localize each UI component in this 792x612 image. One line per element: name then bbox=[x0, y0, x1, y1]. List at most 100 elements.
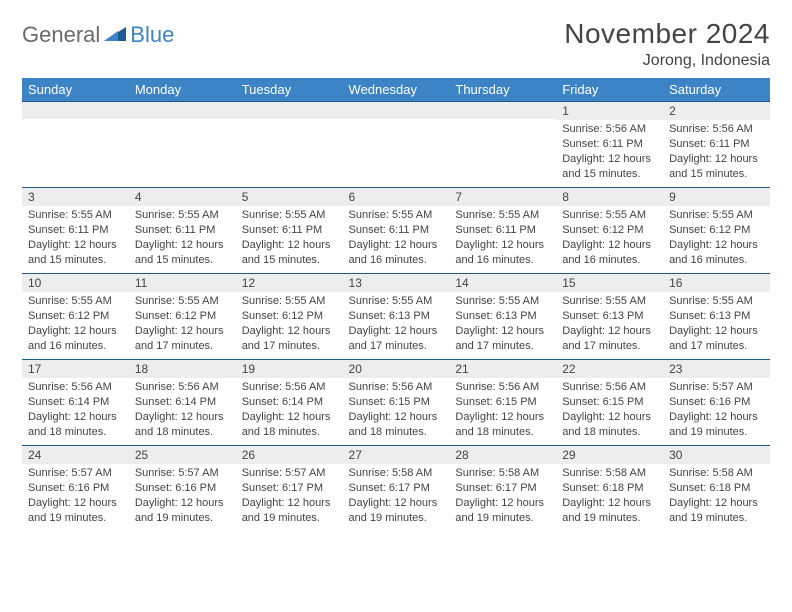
calendar-day-cell: 2Sunrise: 5:56 AMSunset: 6:11 PMDaylight… bbox=[663, 102, 770, 188]
calendar-day-cell: 19Sunrise: 5:56 AMSunset: 6:14 PMDayligh… bbox=[236, 360, 343, 446]
day-number: 5 bbox=[236, 188, 343, 206]
sunrise-text: Sunrise: 5:55 AM bbox=[135, 208, 230, 223]
day-details: Sunrise: 5:55 AMSunset: 6:11 PMDaylight:… bbox=[449, 206, 556, 271]
day-number: 3 bbox=[22, 188, 129, 206]
day-details: Sunrise: 5:57 AMSunset: 6:16 PMDaylight:… bbox=[663, 378, 770, 443]
day-number: 10 bbox=[22, 274, 129, 292]
day-number bbox=[22, 102, 129, 119]
calendar-day-cell: 16Sunrise: 5:55 AMSunset: 6:13 PMDayligh… bbox=[663, 274, 770, 360]
sunset-text: Sunset: 6:15 PM bbox=[349, 395, 444, 410]
sunset-text: Sunset: 6:13 PM bbox=[562, 309, 657, 324]
sunrise-text: Sunrise: 5:58 AM bbox=[669, 466, 764, 481]
weekday-header: Wednesday bbox=[343, 78, 450, 102]
sunrise-text: Sunrise: 5:57 AM bbox=[242, 466, 337, 481]
calendar-page: General Blue November 2024 Jorong, Indon… bbox=[0, 0, 792, 542]
sunset-text: Sunset: 6:13 PM bbox=[669, 309, 764, 324]
sunset-text: Sunset: 6:17 PM bbox=[455, 481, 550, 496]
calendar-day-cell: 21Sunrise: 5:56 AMSunset: 6:15 PMDayligh… bbox=[449, 360, 556, 446]
daylight-text: Daylight: 12 hours and 19 minutes. bbox=[135, 496, 230, 526]
sunset-text: Sunset: 6:18 PM bbox=[562, 481, 657, 496]
day-details: Sunrise: 5:57 AMSunset: 6:17 PMDaylight:… bbox=[236, 464, 343, 529]
weekday-header: Friday bbox=[556, 78, 663, 102]
daylight-text: Daylight: 12 hours and 17 minutes. bbox=[562, 324, 657, 354]
daylight-text: Daylight: 12 hours and 17 minutes. bbox=[242, 324, 337, 354]
calendar-day-cell: 26Sunrise: 5:57 AMSunset: 6:17 PMDayligh… bbox=[236, 446, 343, 532]
calendar-day-cell: 24Sunrise: 5:57 AMSunset: 6:16 PMDayligh… bbox=[22, 446, 129, 532]
calendar-day-cell: 5Sunrise: 5:55 AMSunset: 6:11 PMDaylight… bbox=[236, 188, 343, 274]
day-number bbox=[129, 102, 236, 119]
calendar-day-cell: 3Sunrise: 5:55 AMSunset: 6:11 PMDaylight… bbox=[22, 188, 129, 274]
day-number: 9 bbox=[663, 188, 770, 206]
calendar-week-row: 17Sunrise: 5:56 AMSunset: 6:14 PMDayligh… bbox=[22, 360, 770, 446]
day-number: 30 bbox=[663, 446, 770, 464]
sunset-text: Sunset: 6:12 PM bbox=[28, 309, 123, 324]
day-details: Sunrise: 5:56 AMSunset: 6:14 PMDaylight:… bbox=[22, 378, 129, 443]
day-number: 28 bbox=[449, 446, 556, 464]
day-number: 16 bbox=[663, 274, 770, 292]
calendar-day-cell bbox=[343, 102, 450, 188]
day-details: Sunrise: 5:55 AMSunset: 6:12 PMDaylight:… bbox=[236, 292, 343, 357]
daylight-text: Daylight: 12 hours and 15 minutes. bbox=[28, 238, 123, 268]
sunset-text: Sunset: 6:17 PM bbox=[349, 481, 444, 496]
daylight-text: Daylight: 12 hours and 16 minutes. bbox=[562, 238, 657, 268]
weekday-header-row: Sunday Monday Tuesday Wednesday Thursday… bbox=[22, 78, 770, 102]
day-details: Sunrise: 5:56 AMSunset: 6:15 PMDaylight:… bbox=[343, 378, 450, 443]
day-number: 14 bbox=[449, 274, 556, 292]
header: General Blue November 2024 Jorong, Indon… bbox=[22, 18, 770, 70]
day-number: 12 bbox=[236, 274, 343, 292]
sunrise-text: Sunrise: 5:56 AM bbox=[28, 380, 123, 395]
day-details: Sunrise: 5:58 AMSunset: 6:17 PMDaylight:… bbox=[343, 464, 450, 529]
weekday-header: Tuesday bbox=[236, 78, 343, 102]
day-details: Sunrise: 5:58 AMSunset: 6:17 PMDaylight:… bbox=[449, 464, 556, 529]
day-number: 6 bbox=[343, 188, 450, 206]
daylight-text: Daylight: 12 hours and 17 minutes. bbox=[669, 324, 764, 354]
sunset-text: Sunset: 6:12 PM bbox=[242, 309, 337, 324]
day-number: 27 bbox=[343, 446, 450, 464]
day-details: Sunrise: 5:56 AMSunset: 6:15 PMDaylight:… bbox=[556, 378, 663, 443]
daylight-text: Daylight: 12 hours and 18 minutes. bbox=[28, 410, 123, 440]
sunrise-text: Sunrise: 5:55 AM bbox=[28, 294, 123, 309]
day-number: 13 bbox=[343, 274, 450, 292]
calendar-week-row: 24Sunrise: 5:57 AMSunset: 6:16 PMDayligh… bbox=[22, 446, 770, 532]
day-number: 21 bbox=[449, 360, 556, 378]
day-number: 15 bbox=[556, 274, 663, 292]
sunset-text: Sunset: 6:11 PM bbox=[349, 223, 444, 238]
day-number: 26 bbox=[236, 446, 343, 464]
day-number: 8 bbox=[556, 188, 663, 206]
day-number: 4 bbox=[129, 188, 236, 206]
sunrise-text: Sunrise: 5:56 AM bbox=[455, 380, 550, 395]
day-details: Sunrise: 5:55 AMSunset: 6:12 PMDaylight:… bbox=[663, 206, 770, 271]
day-number: 20 bbox=[343, 360, 450, 378]
daylight-text: Daylight: 12 hours and 19 minutes. bbox=[349, 496, 444, 526]
sunrise-text: Sunrise: 5:55 AM bbox=[349, 294, 444, 309]
weekday-header: Thursday bbox=[449, 78, 556, 102]
sunrise-text: Sunrise: 5:55 AM bbox=[669, 208, 764, 223]
sunrise-text: Sunrise: 5:56 AM bbox=[562, 380, 657, 395]
sunset-text: Sunset: 6:14 PM bbox=[28, 395, 123, 410]
calendar-day-cell bbox=[449, 102, 556, 188]
day-details: Sunrise: 5:56 AMSunset: 6:14 PMDaylight:… bbox=[129, 378, 236, 443]
daylight-text: Daylight: 12 hours and 19 minutes. bbox=[455, 496, 550, 526]
sunrise-text: Sunrise: 5:55 AM bbox=[455, 208, 550, 223]
sunrise-text: Sunrise: 5:55 AM bbox=[562, 208, 657, 223]
day-details: Sunrise: 5:55 AMSunset: 6:13 PMDaylight:… bbox=[663, 292, 770, 357]
sunset-text: Sunset: 6:14 PM bbox=[242, 395, 337, 410]
calendar-day-cell: 17Sunrise: 5:56 AMSunset: 6:14 PMDayligh… bbox=[22, 360, 129, 446]
calendar-day-cell bbox=[236, 102, 343, 188]
logo-text-general: General bbox=[22, 22, 100, 48]
sunset-text: Sunset: 6:18 PM bbox=[669, 481, 764, 496]
day-number bbox=[343, 102, 450, 119]
day-details: Sunrise: 5:56 AMSunset: 6:15 PMDaylight:… bbox=[449, 378, 556, 443]
daylight-text: Daylight: 12 hours and 19 minutes. bbox=[242, 496, 337, 526]
sunset-text: Sunset: 6:12 PM bbox=[562, 223, 657, 238]
sunset-text: Sunset: 6:11 PM bbox=[455, 223, 550, 238]
daylight-text: Daylight: 12 hours and 17 minutes. bbox=[455, 324, 550, 354]
title-block: November 2024 Jorong, Indonesia bbox=[564, 18, 770, 70]
day-details: Sunrise: 5:55 AMSunset: 6:12 PMDaylight:… bbox=[556, 206, 663, 271]
sunrise-text: Sunrise: 5:56 AM bbox=[349, 380, 444, 395]
day-number: 1 bbox=[556, 102, 663, 120]
day-number: 19 bbox=[236, 360, 343, 378]
daylight-text: Daylight: 12 hours and 15 minutes. bbox=[669, 152, 764, 182]
sunset-text: Sunset: 6:13 PM bbox=[455, 309, 550, 324]
daylight-text: Daylight: 12 hours and 19 minutes. bbox=[28, 496, 123, 526]
